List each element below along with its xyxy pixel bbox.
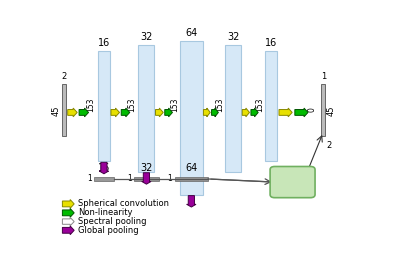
FancyArrow shape [111,108,120,117]
Text: Spherical convolution: Spherical convolution [78,200,169,208]
Text: 16: 16 [98,163,110,173]
Bar [138,45,154,172]
Text: 1: 1 [127,174,132,184]
FancyArrow shape [62,217,74,226]
Text: 32: 32 [227,32,239,42]
FancyArrow shape [79,108,88,117]
FancyBboxPatch shape [270,167,315,198]
Text: 32: 32 [140,163,152,173]
Text: 0: 0 [307,107,316,112]
Bar [62,84,66,136]
FancyArrow shape [156,108,163,117]
Text: 153: 153 [86,97,96,112]
FancyArrow shape [121,108,130,117]
Bar [321,84,325,136]
FancyArrow shape [251,108,258,117]
Bar [180,41,202,195]
FancyArrow shape [62,200,74,208]
FancyArrow shape [62,226,74,235]
Bar [98,51,110,161]
Text: 153: 153 [256,97,265,112]
Bar [225,45,241,172]
Text: 64: 64 [185,163,198,173]
FancyArrow shape [99,162,108,174]
Text: 45: 45 [327,105,336,116]
Text: 64: 64 [185,28,198,38]
Text: 2: 2 [327,140,332,150]
FancyArrow shape [204,108,210,117]
Text: 153: 153 [170,97,179,112]
Text: 153: 153 [216,97,225,112]
Text: 153: 153 [128,97,136,112]
FancyArrow shape [212,108,218,117]
FancyArrow shape [142,173,151,184]
Text: 2: 2 [62,72,67,81]
FancyArrow shape [187,195,196,207]
Text: 16: 16 [98,38,110,48]
Text: 45: 45 [52,105,61,116]
Bar [134,177,159,181]
Text: 1: 1 [321,72,326,81]
Text: Spectral pooling: Spectral pooling [78,217,146,226]
Text: 16: 16 [265,38,278,48]
FancyArrow shape [242,108,250,117]
Bar [266,51,277,161]
FancyArrow shape [279,108,292,117]
Bar [175,177,208,181]
FancyArrow shape [295,108,308,117]
Text: 32: 32 [140,32,152,42]
Bar [94,177,114,181]
FancyArrow shape [165,108,172,117]
Text: Global pooling: Global pooling [78,226,138,235]
Text: 1: 1 [87,174,92,184]
Text: 1: 1 [167,174,172,184]
Text: Non-linearity: Non-linearity [78,208,132,217]
Text: FCN: FCN [278,176,306,188]
FancyArrow shape [68,108,77,117]
FancyArrow shape [62,208,74,217]
